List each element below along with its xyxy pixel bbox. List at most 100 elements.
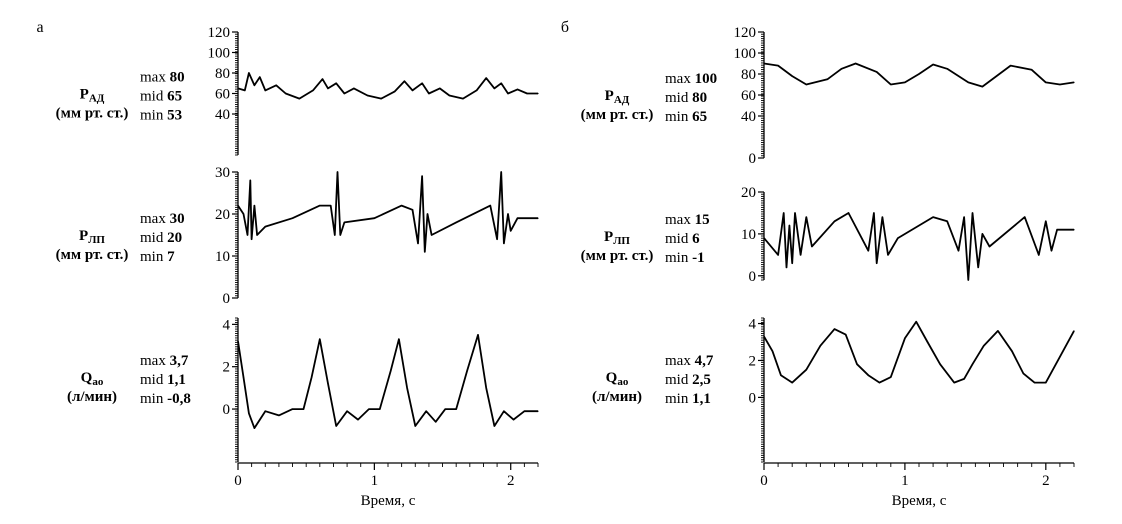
data-point [264, 226, 266, 228]
data-point [353, 87, 355, 89]
data-point [785, 266, 788, 269]
data-point [335, 425, 337, 427]
data-point [1073, 229, 1075, 231]
data-point [780, 374, 782, 376]
stat-mid: mid 6 [665, 231, 700, 247]
param-label: Qao [606, 370, 629, 388]
data-point [477, 334, 479, 336]
data-point [249, 179, 251, 181]
data-point [264, 410, 266, 412]
y-tick-label: 40 [741, 109, 756, 125]
data-point [403, 80, 405, 82]
data-point [507, 213, 509, 215]
data-point [237, 205, 239, 207]
data-point [1073, 81, 1075, 83]
data-point [330, 205, 332, 207]
data-point [489, 205, 491, 207]
data-point [380, 98, 382, 100]
series-line [237, 171, 538, 253]
subplot-2: 0 10 20 PЛП(мм рт. ст.) max 15 mid 6 min -1 [581, 185, 1075, 285]
data-point [485, 387, 487, 389]
data-point [867, 250, 869, 252]
param-label: PЛП [79, 228, 105, 246]
param-label: PЛП [604, 229, 630, 247]
x-tick-label: 2 [507, 473, 515, 489]
data-point [946, 68, 948, 70]
data-point [932, 63, 934, 66]
y-tick-label: 120 [208, 25, 231, 41]
data-point [791, 262, 793, 264]
data-point [847, 212, 850, 214]
y-tick-label: 0 [223, 402, 231, 418]
data-point [805, 216, 807, 218]
data-point [411, 89, 414, 92]
y-tick-label: 80 [741, 67, 756, 83]
data-point [343, 92, 345, 95]
stat-max: max 80 [140, 70, 185, 86]
y-tick-label: 4 [223, 317, 231, 333]
data-point [876, 262, 878, 264]
data-point [537, 217, 539, 219]
data-point [537, 410, 539, 412]
stat-max: max 100 [665, 71, 717, 87]
series-line [237, 334, 538, 429]
data-point [926, 341, 929, 343]
data-point [346, 410, 348, 412]
data-point [431, 234, 433, 236]
data-point [977, 266, 979, 269]
data-point [259, 76, 261, 78]
data-point [390, 370, 392, 372]
data-point [1045, 220, 1047, 222]
y-tick-label: 0 [749, 151, 757, 167]
data-point [327, 383, 329, 385]
stat-max: max 15 [665, 212, 710, 228]
data-point [1022, 372, 1024, 374]
data-point [319, 205, 321, 207]
subplot-3: 0 2 4 Qao(л/мин) max 4,7 mid 2,5 min 1,1 [592, 317, 1075, 463]
y-tick-label: 120 [734, 25, 757, 41]
data-point [981, 86, 984, 88]
data-point [298, 98, 300, 100]
data-point [833, 220, 836, 222]
y-tick-label: 30 [215, 165, 230, 181]
data-point [826, 78, 829, 80]
data-point [493, 425, 495, 427]
y-tick-label: 100 [208, 46, 231, 62]
y-tick-label: 0 [749, 390, 757, 406]
data-point [1009, 65, 1012, 67]
data-point [867, 374, 869, 376]
y-tick-label: 40 [215, 107, 230, 123]
data-point [246, 234, 249, 236]
data-point [368, 408, 370, 410]
data-point [890, 376, 892, 378]
data-point [983, 345, 985, 347]
stat-min: min -1 [665, 250, 705, 266]
data-point [526, 92, 528, 95]
data-point [516, 217, 519, 219]
data-point [963, 378, 965, 380]
x-tick-label: 0 [234, 473, 242, 489]
stat-min: min 1,1 [665, 391, 711, 407]
stat-max: max 4,7 [665, 353, 714, 369]
data-point [476, 89, 478, 92]
data-point [411, 209, 414, 211]
y-tick-label: 2 [749, 353, 757, 369]
data-point [971, 212, 974, 214]
data-point [253, 84, 255, 86]
data-point [918, 73, 920, 75]
series-line [237, 72, 538, 100]
data-point [253, 427, 255, 429]
data-point [854, 62, 857, 65]
data-point [523, 410, 525, 412]
data-point [244, 89, 246, 92]
data-point [500, 171, 502, 173]
data-point [248, 412, 250, 414]
data-point [881, 216, 883, 218]
data-point [503, 410, 505, 412]
data-point [278, 414, 280, 417]
data-point [819, 345, 821, 347]
subplot-1: 40 60 80 100 120 PАД(мм рт. ст.) max 80 mid 65 m… [56, 25, 539, 156]
data-point [406, 387, 408, 389]
